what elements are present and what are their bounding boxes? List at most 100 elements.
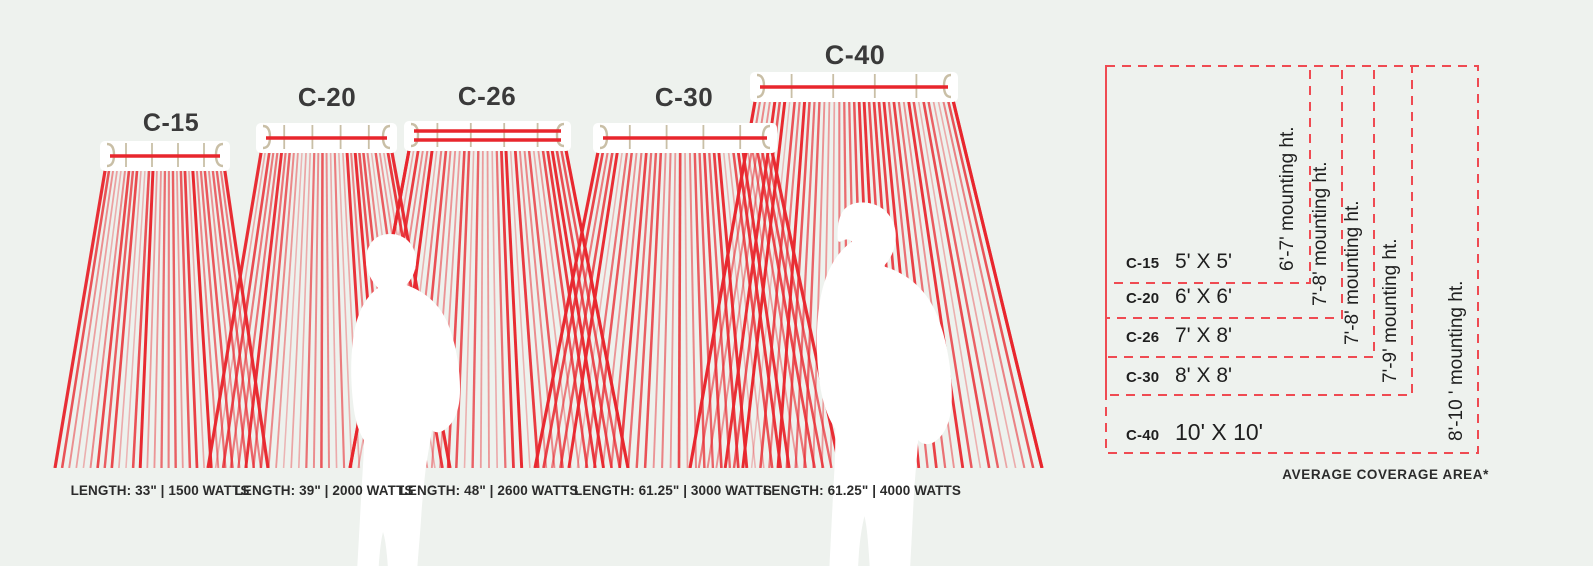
- heat-ray: [203, 164, 234, 468]
- heat-ray: [627, 146, 653, 468]
- heat-ray: [527, 144, 564, 468]
- coverage-legend: C-15 5' X 5' C-20 6' X 6' C-26 7' X 8' C-30 8' …: [1105, 65, 1479, 454]
- heat-ray-edge-left: [533, 146, 601, 468]
- heat-ray: [759, 95, 797, 468]
- spec-label-c-30: LENGTH: 61.25" | 3000 WATTS: [574, 483, 772, 498]
- heat-ray: [211, 164, 248, 468]
- model-labels-layer: C-15 C-20 C-26 C-30 C-40: [143, 40, 885, 137]
- mounting-height-c-15: 6'-7' mounting ht.: [1277, 126, 1298, 271]
- heat-ray: [214, 146, 267, 468]
- heat-ray: [479, 144, 484, 468]
- heat-ray: [513, 144, 540, 468]
- heat-ray: [941, 95, 1026, 468]
- heat-ray: [325, 146, 330, 468]
- heat-ray: [776, 95, 807, 468]
- heat-ray: [491, 144, 499, 468]
- heat-ray: [82, 164, 123, 468]
- legend-area-c-26: 7' X 8': [1175, 324, 1232, 347]
- spec-label-c-20: LENGTH: 39" | 2000 WATTS: [235, 483, 414, 498]
- heat-ray: [545, 144, 597, 468]
- legend-model-c-15: C-15: [1126, 255, 1159, 272]
- legend-caption: AVERAGE COVERAGE AREA*: [1282, 467, 1489, 482]
- heat-ray: [803, 95, 821, 468]
- heat-ray: [765, 146, 833, 468]
- heat-ray: [275, 146, 300, 468]
- heat-ray: [593, 146, 634, 468]
- heat-ray: [601, 146, 639, 468]
- heat-ray: [221, 146, 272, 468]
- heater-fixture-c-40: [750, 72, 958, 102]
- heat-ray: [906, 95, 965, 468]
- heat-ray: [567, 146, 620, 468]
- heat-ray: [536, 144, 580, 468]
- heat-ray: [618, 146, 649, 468]
- heater-fixture-c-15: [100, 141, 230, 171]
- heater-fixture-c-30: [593, 123, 777, 153]
- heat-ray: [259, 146, 292, 468]
- legend-model-c-20: C-20: [1126, 290, 1159, 307]
- heat-ray-edge-left: [53, 164, 108, 468]
- heat-ray: [207, 164, 241, 468]
- heat-ray: [916, 95, 982, 468]
- heat-ray: [219, 164, 262, 468]
- heat-ray: [118, 164, 143, 468]
- heat-ray: [171, 164, 177, 468]
- legend-model-c-40: C-40: [1126, 427, 1159, 444]
- model-label-c-40: C-40: [825, 40, 886, 70]
- heat-ray: [542, 146, 606, 468]
- heat-ray: [921, 95, 991, 468]
- heat-ray: [486, 144, 490, 468]
- mounting-height-c-26: 7'-8' mounting ht.: [1342, 200, 1363, 345]
- heat-ray: [715, 95, 772, 468]
- heat-ray: [698, 146, 715, 468]
- fixture-end-bracket: [410, 122, 420, 148]
- heat-ray: [337, 146, 353, 468]
- heat-ray: [559, 146, 615, 468]
- heater-fixtures-layer: [100, 72, 958, 171]
- heater-fixture-c-20: [256, 123, 397, 153]
- mounting-height-c-40: 8'-10 ' mounting ht.: [1446, 281, 1467, 441]
- mounting-height-c-20: 7'-8' mounting ht.: [1310, 161, 1331, 306]
- heat-ray: [495, 144, 507, 468]
- heat-ray: [549, 144, 605, 468]
- legend-model-c-26: C-26: [1126, 329, 1159, 346]
- model-label-c-30: C-30: [655, 82, 713, 112]
- heat-ray-edge-left: [206, 146, 264, 468]
- heat-ray: [794, 95, 816, 468]
- heat-ray: [75, 164, 119, 468]
- coverage-box-c-40: [1105, 65, 1479, 454]
- heat-ray: [911, 95, 973, 468]
- heat-ray: [146, 164, 158, 468]
- heat-ray: [175, 164, 184, 468]
- heat-ray: [652, 146, 667, 468]
- fixture-end-bracket: [555, 122, 565, 148]
- heat-ray: [244, 146, 284, 468]
- heat-ray: [471, 144, 480, 468]
- heat-ray: [103, 164, 135, 468]
- heat-ray: [237, 146, 280, 468]
- heat-ray: [252, 146, 288, 468]
- heat-ray: [455, 144, 471, 468]
- heat-ray: [945, 95, 1035, 468]
- heat-ray: [732, 95, 782, 468]
- heat-ray: [522, 144, 556, 468]
- heat-ray: [785, 95, 812, 468]
- heat-ray: [160, 164, 167, 468]
- heat-ray: [504, 144, 524, 468]
- heat-ray: [532, 144, 572, 468]
- heat-ray: [661, 146, 672, 468]
- heat-ray: [138, 164, 155, 468]
- heat-ray: [931, 95, 1008, 468]
- heat-ray: [305, 146, 316, 468]
- heat-ray: [509, 144, 531, 468]
- heat-ray: [584, 146, 629, 468]
- heat-ray-edge-left: [688, 95, 758, 468]
- heat-ray: [282, 146, 304, 468]
- heat-ray: [290, 146, 308, 468]
- heat-ray: [329, 146, 338, 468]
- heat-ray: [312, 146, 320, 468]
- heat-ray: [297, 146, 312, 468]
- heat-ray: [153, 164, 163, 468]
